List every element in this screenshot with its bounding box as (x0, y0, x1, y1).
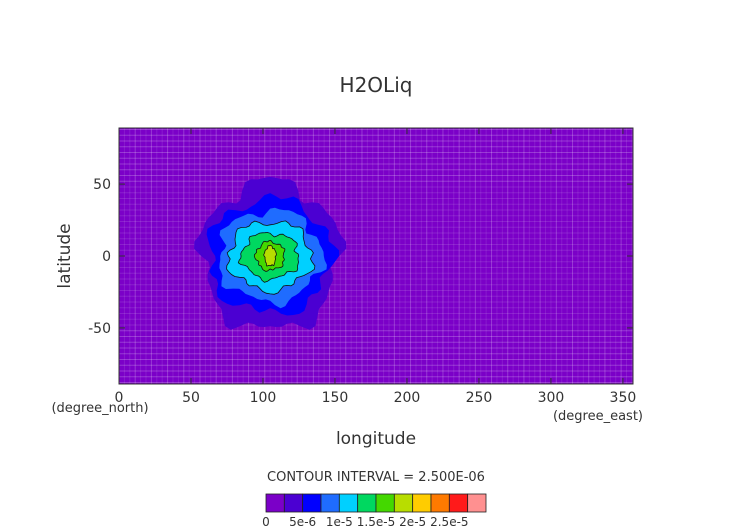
chart-title: H2OLiq (340, 73, 413, 97)
x-tick-labels: 0 50 100 150 200 250 300 350 (115, 390, 637, 406)
colorbar-swatch (320, 493, 340, 513)
x-tick-label: 200 (394, 390, 421, 406)
y-axis-label: latitude (55, 223, 75, 288)
colorbar-swatch (283, 493, 304, 513)
x-tick-label: 300 (538, 390, 565, 406)
colorbar-label: 1.5e-5 (357, 515, 395, 529)
colorbar-label: 5e-6 (289, 515, 316, 529)
y-tick-label: 0 (102, 249, 111, 265)
colorbar-swatch (448, 493, 469, 513)
colorbar-label: 2e-5 (399, 515, 426, 529)
colorbar-swatch (467, 493, 487, 513)
y-tick-label: 50 (93, 177, 111, 193)
colorbar-labels: 0 5e-6 1e-5 1.5e-5 2e-5 2.5e-5 (262, 515, 468, 529)
colorbar-swatch (357, 493, 377, 513)
x-tick-label: 250 (466, 390, 493, 406)
x-axis-label: longitude (336, 429, 416, 449)
contour-interval-text: CONTOUR INTERVAL = 2.500E-06 (267, 470, 485, 485)
x-tick-label: 150 (322, 390, 349, 406)
axis-ticks (118, 128, 633, 384)
colorbar-swatch (375, 493, 395, 513)
y-tick-label: -50 (88, 321, 111, 337)
x-tick-label: 350 (610, 390, 637, 406)
colorbar-swatch (302, 493, 322, 513)
colorbar-swatch (430, 493, 450, 513)
colorbar (265, 493, 487, 513)
contour-level (263, 244, 277, 267)
colorbar-swatch (265, 493, 285, 513)
colorbar-swatch (393, 493, 414, 513)
y-unit-label: (degree_north) (51, 401, 148, 416)
x-unit-label: (degree_east) (553, 409, 643, 424)
colorbar-label: 1e-5 (326, 515, 353, 529)
colorbar-swatch (338, 493, 359, 513)
x-tick-label: 0 (115, 390, 124, 406)
colorbar-label: 2.5e-5 (430, 515, 468, 529)
colorbar-swatch (412, 493, 432, 513)
x-tick-label: 50 (182, 390, 200, 406)
y-tick-labels: 50 0 -50 (88, 177, 111, 337)
contour-levels (194, 176, 347, 330)
colorbar-label: 0 (262, 515, 270, 529)
x-tick-label: 100 (250, 390, 277, 406)
